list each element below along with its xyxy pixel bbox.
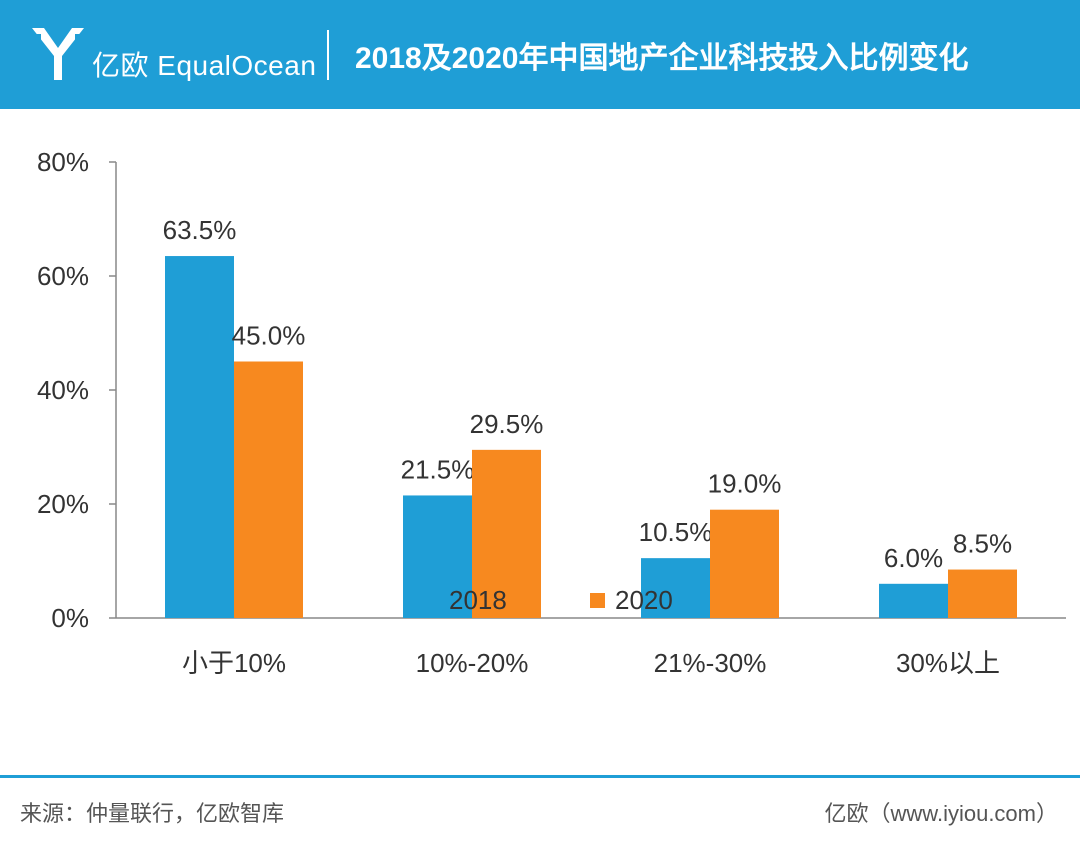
credit-note: 亿欧（www.iyiou.com） (824, 801, 1058, 826)
bar-chart: 0% 20% 40% 60% 80% 63.5% 45.0% 小于10% 21.5% 29.5% 1… (37, 147, 1066, 678)
source-note: 来源：仲量联行，亿欧智库 (20, 801, 285, 826)
logo-text: 亿欧 EqualOcean (92, 50, 317, 81)
legend-swatch-2018 (424, 593, 439, 608)
legend-label-2020: 2020 (615, 585, 673, 615)
data-label-2020-0: 45.0% (232, 321, 306, 351)
footer-rule (0, 775, 1080, 778)
data-label-2018-0: 63.5% (163, 215, 237, 245)
y-tick-label: 20% (37, 489, 89, 519)
header-banner: 亿欧 EqualOcean 2018及2020年中国地产企业科技投入比例变化 (0, 0, 1080, 109)
x-category-label: 10%-20% (416, 648, 529, 678)
bar-2018-2 (641, 558, 710, 618)
data-label-2018-3: 6.0% (884, 543, 943, 573)
x-category-label: 30%以上 (896, 648, 1000, 678)
bar-2020-0 (234, 361, 303, 618)
data-label-2018-2: 10.5% (639, 517, 713, 547)
data-label-2018-1: 21.5% (401, 454, 475, 484)
data-label-2020-1: 29.5% (470, 409, 544, 439)
bar-2020-2 (710, 509, 779, 618)
bar-2018-3 (879, 583, 948, 618)
y-tick-label: 60% (37, 261, 89, 291)
y-tick-label: 0% (51, 603, 89, 633)
x-category-label: 小于10% (182, 648, 286, 678)
bar-2020-3 (948, 569, 1017, 618)
legend-swatch-2020 (590, 593, 605, 608)
bar-2018-0 (165, 256, 234, 618)
equalocean-logo-icon (32, 28, 84, 80)
y-tick-label: 40% (37, 375, 89, 405)
bar-2020-1 (472, 449, 541, 618)
legend-label-2018: 2018 (449, 585, 507, 615)
data-label-2020-2: 19.0% (708, 469, 782, 499)
page-title: 2018及2020年中国地产企业科技投入比例变化 (355, 42, 969, 75)
header-divider (327, 30, 329, 80)
data-label-2020-3: 8.5% (953, 529, 1012, 559)
x-category-label: 21%-30% (654, 648, 767, 678)
y-tick-label: 80% (37, 147, 89, 177)
